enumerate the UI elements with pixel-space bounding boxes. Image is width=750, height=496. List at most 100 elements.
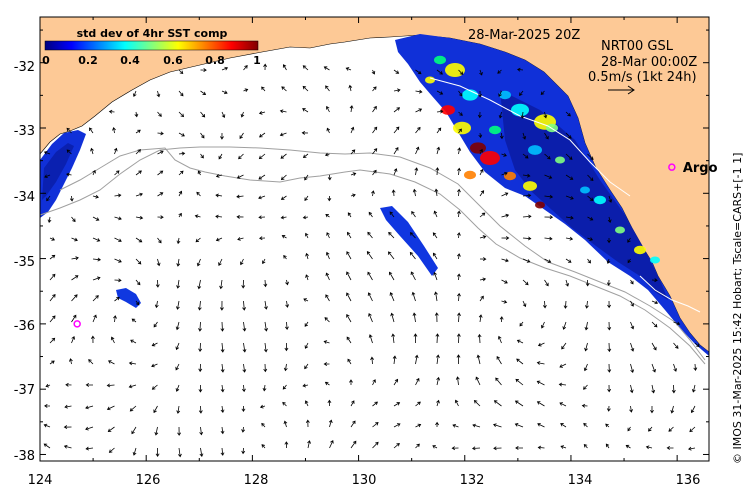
velocity-arrow — [71, 256, 79, 261]
velocity-arrow — [479, 277, 487, 282]
velocity-arrow — [436, 90, 444, 95]
velocity-time-label: 28-Mar 00:00Z — [601, 55, 697, 70]
velocity-arrow — [536, 401, 545, 407]
sst-patch-southwest — [116, 288, 141, 308]
velocity-arrow — [393, 402, 401, 407]
velocity-arrow — [479, 235, 487, 239]
velocity-arrow — [387, 251, 395, 260]
velocity-arrow — [175, 363, 180, 371]
velocity-arrow — [263, 342, 268, 353]
velocity-arrow — [219, 279, 223, 290]
velocity-arrow — [241, 447, 246, 455]
velocity-arrow — [629, 405, 633, 413]
velocity-arrow — [536, 361, 545, 365]
argo-float-marker-east — [668, 163, 676, 171]
velocity-arrow — [393, 88, 401, 93]
velocity-arrow — [584, 321, 589, 331]
velocity-arrow — [694, 342, 700, 348]
velocity-arrow — [324, 317, 330, 323]
y-tick-minus34: -34 — [14, 190, 35, 205]
velocity-arrow — [540, 321, 545, 329]
velocity-source-label: NRT00 GSL — [601, 39, 674, 54]
velocity-arrow — [542, 300, 547, 309]
velocity-arrow — [608, 195, 613, 203]
velocity-arrow — [280, 215, 287, 220]
velocity-arrow — [135, 192, 143, 197]
x-tick-124: 124 — [28, 473, 53, 488]
velocity-arrow — [92, 194, 99, 199]
velocity-arrow — [514, 423, 524, 428]
velocity-arrow — [135, 215, 144, 220]
velocity-arrow — [64, 404, 72, 409]
velocity-arrow — [479, 69, 483, 76]
velocity-arrow — [71, 275, 79, 281]
velocity-arrow — [584, 300, 589, 309]
velocity-arrow — [129, 405, 137, 412]
velocity-arrow — [200, 153, 204, 159]
velocity-arrow — [178, 132, 185, 137]
velocity-arrow — [92, 169, 96, 176]
velocity-arrow — [200, 132, 205, 139]
velocity-arrow — [690, 405, 696, 414]
velocity-arrow — [128, 361, 137, 366]
velocity-arrow — [107, 360, 115, 365]
sst-blob — [499, 90, 511, 100]
velocity-arrow — [457, 292, 461, 302]
velocity-arrow — [456, 354, 461, 365]
velocity-arrow — [587, 258, 591, 264]
sst-blob — [434, 55, 446, 65]
velocity-arrow — [135, 300, 140, 306]
velocity-arrow — [302, 383, 309, 388]
velocity-arrow — [606, 258, 611, 264]
velocity-arrow — [345, 67, 352, 71]
velocity-arrow — [85, 405, 94, 410]
velocity-arrow — [153, 321, 158, 328]
colorbar-tick-1: 1 — [253, 54, 261, 67]
velocity-arrow — [178, 69, 184, 75]
velocity-arrow — [242, 342, 247, 353]
velocity-arrow — [436, 354, 440, 365]
velocity-arrow — [412, 188, 417, 197]
velocity-arrow — [220, 342, 225, 353]
velocity-arrow — [236, 174, 244, 179]
velocity-arrow — [284, 321, 289, 330]
velocity-arrow — [393, 147, 399, 155]
velocity-arrow — [92, 276, 101, 281]
velocity-arrow — [49, 337, 56, 344]
velocity-arrow — [194, 214, 201, 219]
sst-blob — [650, 256, 660, 264]
velocity-arrow — [175, 321, 180, 331]
velocity-arrow — [522, 153, 529, 159]
sst-coverage-offshore — [380, 206, 438, 276]
velocity-arrow — [478, 314, 483, 323]
velocity-arrow — [135, 170, 142, 176]
velocity-arrow — [324, 152, 330, 157]
velocity-arrow — [536, 380, 545, 386]
velocity-arrow — [218, 258, 223, 266]
velocity-arrow — [605, 423, 610, 428]
x-tick-128: 128 — [244, 473, 269, 488]
velocity-arrow — [157, 170, 164, 176]
velocity-arrow — [537, 342, 545, 347]
velocity-arrow — [415, 69, 422, 75]
velocity-arrow — [325, 85, 330, 92]
velocity-arrow — [305, 252, 309, 260]
velocity-arrow — [630, 279, 634, 285]
velocity-arrow — [304, 195, 309, 202]
velocity-arrow — [350, 193, 356, 198]
velocity-arrow — [49, 315, 56, 323]
velocity-arrow — [196, 258, 201, 267]
velocity-arrow — [522, 236, 532, 241]
velocity-arrow — [455, 376, 460, 386]
velocity-arrow — [651, 384, 656, 394]
velocity-arrow — [68, 358, 73, 365]
velocity-arrow — [45, 383, 51, 388]
velocity-arrow — [515, 378, 524, 386]
velocity-arrow — [114, 296, 120, 302]
velocity-arrow — [501, 171, 508, 176]
velocity-arrow — [264, 321, 268, 332]
velocity-arrow — [131, 318, 137, 323]
velocity-arrow — [130, 339, 137, 344]
velocity-arrow — [243, 88, 249, 93]
velocity-arrow — [372, 148, 378, 155]
